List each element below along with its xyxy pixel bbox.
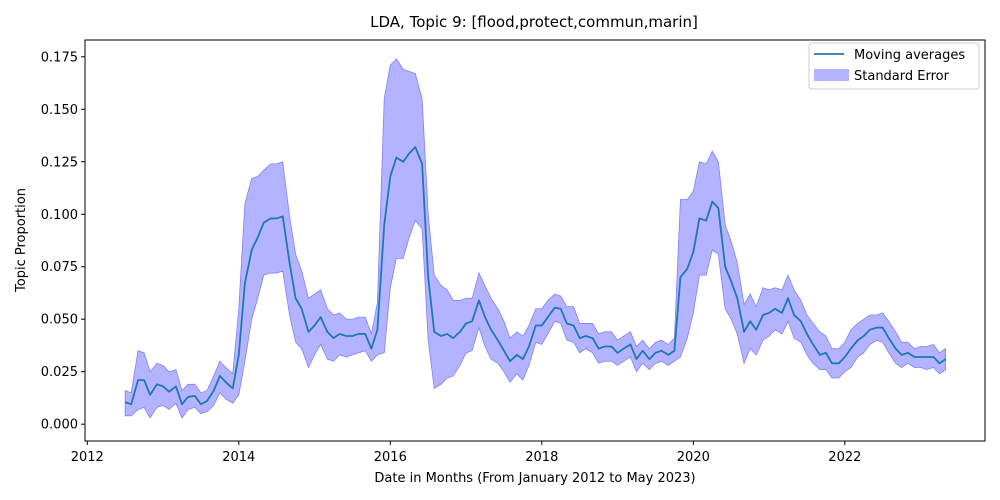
chart-title: LDA, Topic 9: [flood,protect,commun,mari… <box>370 13 698 31</box>
x-axis-title: Date in Months (From January 2012 to May… <box>374 471 695 486</box>
y-tick-label: 0.000 <box>41 418 78 433</box>
legend-label-moving-averages: Moving averages <box>854 48 965 63</box>
moving-average-line-layer <box>124 146 947 406</box>
y-tick-label: 0.175 <box>41 50 78 65</box>
x-tick-label: 2022 <box>828 450 861 465</box>
legend-box <box>808 42 980 90</box>
legend: Moving averages Standard Error <box>808 42 980 90</box>
y-tick-label: 0.100 <box>41 208 78 223</box>
y-axis-title: Topic Proportion <box>14 188 29 293</box>
x-tick-label: 2020 <box>677 450 710 465</box>
standard-error-band <box>124 58 947 419</box>
y-tick-label: 0.050 <box>41 313 78 328</box>
x-tick-label: 2012 <box>71 450 104 465</box>
standard-error-band-layer <box>124 58 947 419</box>
x-tick-label: 2018 <box>525 450 558 465</box>
legend-band-swatch <box>814 69 849 81</box>
y-tick-label: 0.025 <box>41 365 78 380</box>
plot-frame <box>84 39 986 442</box>
y-axis: 0.000 0.025 0.050 0.075 0.100 0.125 0.150 0.175 <box>41 50 85 433</box>
x-axis: 2012 2014 2016 2018 2020 2022 <box>71 441 861 465</box>
y-tick-label: 0.075 <box>41 260 78 275</box>
x-tick-label: 2014 <box>222 450 255 465</box>
legend-label-standard-error: Standard Error <box>854 69 950 84</box>
x-tick-label: 2016 <box>374 450 407 465</box>
y-tick-label: 0.125 <box>41 155 78 170</box>
moving-average-line <box>124 146 947 406</box>
y-tick-label: 0.150 <box>41 103 78 118</box>
